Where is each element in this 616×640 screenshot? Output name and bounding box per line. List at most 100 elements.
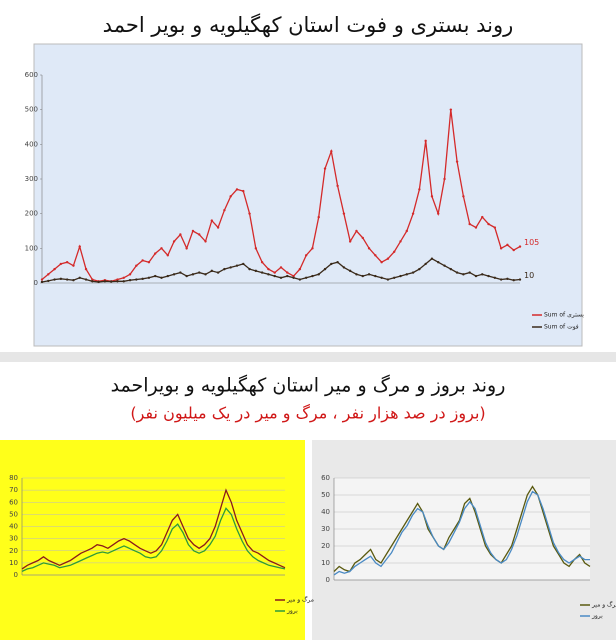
point: [65, 261, 69, 264]
point: [361, 274, 364, 278]
legend-label: بروز: [591, 613, 603, 620]
point: [386, 278, 390, 281]
point: [216, 271, 220, 274]
point: [229, 195, 232, 198]
point: [399, 274, 402, 278]
point: [286, 274, 289, 278]
point: [311, 274, 314, 278]
point: [449, 267, 453, 271]
point: [78, 245, 81, 248]
data-label: 105: [524, 238, 539, 247]
point: [72, 264, 75, 267]
point: [411, 271, 415, 274]
point: [348, 269, 352, 273]
point: [273, 274, 276, 278]
point: [361, 236, 364, 240]
point: [47, 273, 50, 276]
point: [204, 240, 207, 243]
point: [72, 279, 75, 282]
point: [216, 226, 220, 229]
point: [374, 254, 377, 257]
y-tick-label: 40: [9, 523, 18, 531]
point: [147, 261, 151, 264]
legend-label: Sum of بستری: [544, 312, 584, 319]
point: [154, 274, 157, 278]
point: [430, 257, 434, 260]
point: [418, 267, 421, 271]
point: [179, 233, 182, 236]
point: [317, 273, 320, 276]
y-tick-label: 40: [321, 508, 330, 516]
point: [122, 276, 125, 279]
point: [424, 139, 427, 143]
point: [248, 212, 251, 215]
point: [160, 247, 163, 250]
point: [141, 259, 144, 262]
point: [386, 257, 390, 260]
y-tick-label: 20: [9, 547, 18, 555]
point: [493, 226, 497, 229]
point: [411, 212, 415, 215]
data-label: 10: [524, 271, 534, 280]
point: [91, 278, 94, 281]
point: [47, 279, 50, 283]
point: [449, 108, 453, 111]
y-tick-label: 500: [25, 106, 38, 114]
point: [487, 274, 490, 278]
y-tick-label: 0: [14, 571, 18, 579]
point: [462, 273, 465, 276]
point: [342, 212, 346, 215]
legend-label: Sum of فوت: [544, 324, 579, 331]
point: [512, 248, 515, 252]
point: [355, 229, 358, 233]
y-tick-label: 80: [9, 474, 18, 482]
point: [367, 247, 371, 250]
point: [317, 215, 320, 219]
point: [97, 280, 100, 284]
point: [474, 226, 478, 229]
point: [53, 278, 56, 281]
point: [154, 252, 157, 255]
point: [279, 266, 283, 269]
point: [298, 278, 302, 281]
legend-label: مرگ و میر: [286, 595, 314, 604]
point: [468, 222, 471, 226]
y-tick-label: 300: [25, 175, 38, 183]
y-tick-label: 600: [25, 71, 38, 79]
line: [333, 490, 590, 576]
point: [393, 276, 396, 279]
y-tick-label: 30: [321, 525, 330, 533]
point: [330, 150, 333, 153]
point: [172, 240, 176, 243]
point: [198, 233, 201, 236]
point: [78, 276, 81, 279]
y-tick-label: 70: [9, 486, 18, 494]
point: [336, 184, 339, 188]
y-tick-label: 60: [321, 474, 330, 482]
y-tick-label: 400: [25, 140, 38, 148]
point: [481, 273, 484, 276]
y-tick-label: 10: [9, 559, 18, 567]
point: [499, 278, 503, 281]
y-tick-label: 20: [321, 542, 330, 550]
legend-label: بروز: [286, 608, 298, 615]
point: [443, 264, 446, 267]
point: [455, 160, 459, 163]
point: [128, 279, 132, 282]
point: [84, 267, 88, 271]
point: [380, 261, 383, 264]
y-tick-label: 50: [321, 491, 330, 499]
point: [506, 243, 509, 247]
y-tick-label: 100: [25, 244, 38, 252]
line: [333, 485, 591, 573]
point: [91, 280, 94, 283]
point: [418, 188, 421, 191]
point: [260, 261, 264, 264]
point: [487, 222, 490, 226]
y-tick-label: 200: [25, 210, 38, 218]
point: [518, 245, 522, 248]
point: [304, 276, 308, 279]
point: [393, 250, 396, 253]
point: [330, 262, 333, 266]
